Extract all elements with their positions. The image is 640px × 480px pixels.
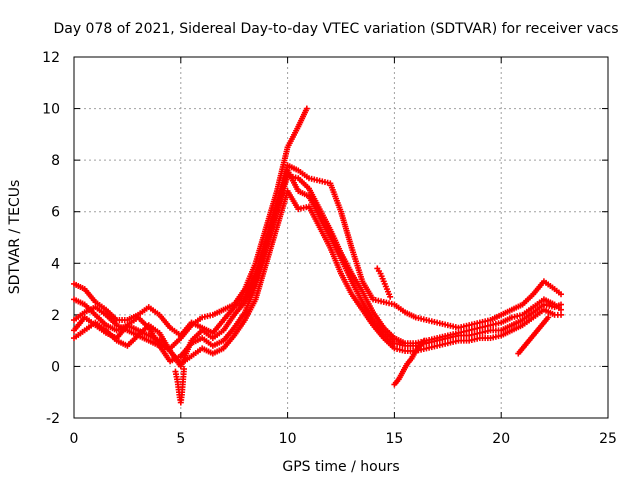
x-tick-label: 0 (70, 431, 79, 447)
x-tick-label: 15 (385, 431, 403, 447)
y-tick-label: 4 (51, 256, 60, 272)
x-tick-label: 20 (492, 431, 510, 447)
data-point (181, 366, 188, 373)
y-tick-label: 6 (51, 205, 60, 221)
x-tick-label: 5 (176, 431, 185, 447)
data-point (387, 293, 394, 300)
chart-title: Day 078 of 2021, Sidereal Day-to-day VTE… (53, 21, 618, 37)
data-point (558, 306, 565, 313)
data-point (303, 105, 310, 112)
y-tick-label: 2 (51, 308, 60, 324)
data-point (421, 337, 428, 344)
grid (74, 57, 608, 418)
data-point (558, 311, 565, 318)
x-tick-label: 25 (599, 431, 617, 447)
y-tick-label: -2 (46, 411, 60, 427)
data-point (558, 301, 565, 308)
y-tick-label: 0 (51, 359, 60, 375)
data-point (545, 314, 552, 321)
axis-ticks: 0 5 10 15 20 25 -2 0 2 4 6 8 10 12 (42, 50, 617, 447)
data-markers (71, 105, 565, 406)
y-tick-label: 8 (51, 153, 60, 169)
plot-frame (73, 56, 609, 419)
y-tick-label: 12 (42, 50, 60, 66)
x-tick-label: 10 (279, 431, 297, 447)
x-axis-label: GPS time / hours (282, 459, 399, 475)
data-point (558, 291, 565, 298)
y-tick-label: 10 (42, 102, 60, 118)
y-axis-label: SDTVAR / TECUs (7, 180, 23, 295)
